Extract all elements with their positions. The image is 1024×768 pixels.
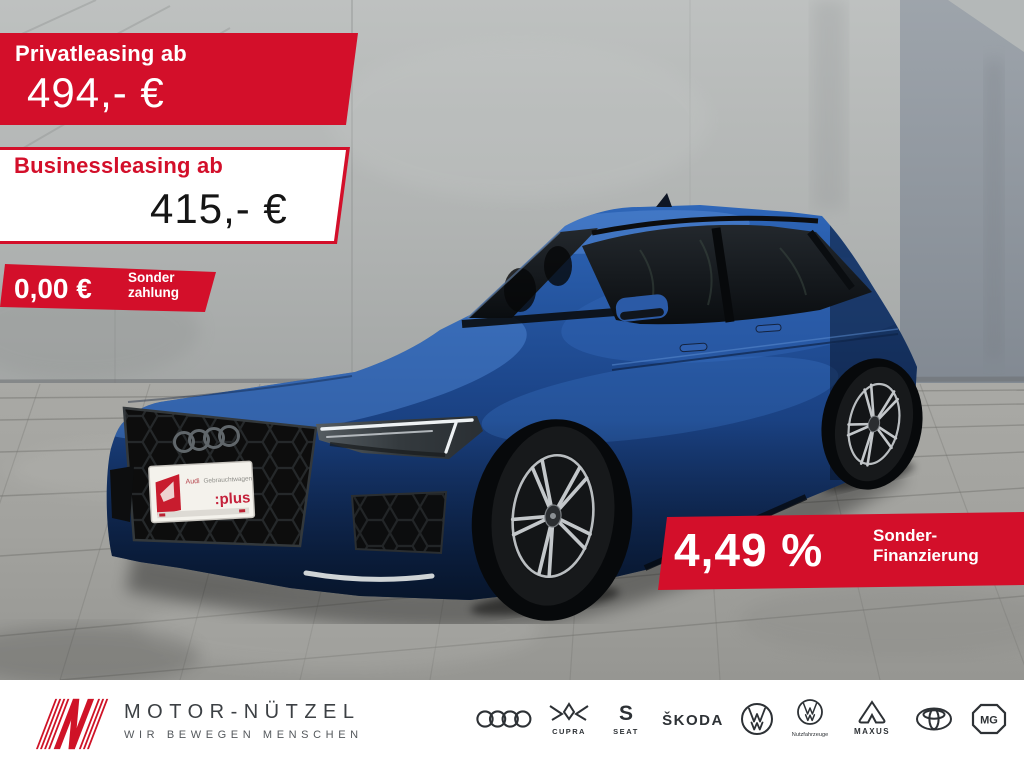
dealer-name: MOTOR-NÜTZEL	[124, 701, 361, 723]
motor-nuetzel-logo: MOTOR-NÜTZEL WIR BEWEGEN MENSCHEN	[36, 691, 363, 757]
plate-used-text: Gebrauchtwagen	[203, 475, 252, 485]
brand-label-mg: MG	[980, 715, 998, 727]
brand-logo-vw-nutzfahrzeuge-icon: Nutzfahrzeuge	[792, 699, 828, 738]
sonderzahlung-line2: zahlung	[128, 285, 179, 300]
finanzierung-label: Sonder- Finanzierung	[873, 526, 979, 566]
brand-logo-audi-icon	[476, 710, 532, 728]
brand-label-nutzfahrzeuge: Nutzfahrzeuge	[792, 732, 828, 738]
finanzierung-banner-bg	[658, 512, 1024, 590]
brand-logo-cupra-icon: CUPRA	[549, 702, 589, 736]
seat-s-glyph: S	[619, 702, 633, 725]
b-pillar	[711, 227, 735, 323]
finanzierung-rate: 4,49 %	[674, 524, 824, 576]
brand-label-maxus: MAXUS	[854, 727, 890, 736]
privatleasing-banner: Privatleasing ab 494,- €	[0, 33, 360, 125]
dealer-footer: MOTOR-NÜTZEL WIR BEWEGEN MENSCHEN CUPRA …	[0, 680, 1024, 768]
d-pillar	[807, 229, 855, 291]
side-mirror	[615, 294, 669, 322]
sonderzahlung-banner-bg	[0, 264, 216, 312]
brand-logo-toyota-icon	[916, 707, 952, 731]
rear-wheel	[834, 366, 914, 482]
privatleasing-banner-bg	[0, 33, 358, 125]
headlight	[316, 416, 483, 459]
front-door-handle	[679, 342, 708, 353]
brand-logo-vw-icon	[741, 703, 773, 735]
audi-rings-icon	[173, 425, 240, 453]
front-wheel	[491, 426, 615, 606]
svg-text:Audi Gebrauchtwagen: Audi Gebrauchtwagen	[185, 475, 252, 486]
roof-rail	[591, 215, 819, 236]
sonderzahlung-amount: 0,00 €	[14, 273, 92, 304]
brand-logo-maxus-icon: MAXUS	[854, 700, 890, 736]
businessleasing-price: 415,- €	[150, 185, 288, 232]
finanzierung-banner: 4,49 % Sonder- Finanzierung	[650, 510, 1024, 592]
finanzierung-line2: Finanzierung	[873, 546, 979, 565]
privatleasing-price: 494,- €	[27, 69, 165, 116]
businessleasing-label: Businessleasing ab	[14, 153, 224, 178]
windshield	[461, 228, 617, 328]
dealer-tagline: WIR BEWEGEN MENSCHEN	[124, 729, 363, 741]
sonderzahlung-line1: Sonder	[128, 270, 175, 285]
sonderzahlung-banner: 0,00 € Sonder zahlung	[0, 263, 220, 313]
rear-door-handle	[755, 323, 782, 333]
businessleasing-banner-bg	[0, 150, 346, 241]
license-plate: Audi Gebrauchtwagen :plus	[148, 460, 256, 524]
antenna-fin	[656, 193, 672, 207]
brand-label-cupra: CUPRA	[552, 727, 586, 736]
brand-label-seat: SEAT	[613, 727, 639, 736]
privatleasing-label: Privatleasing ab	[15, 41, 187, 66]
brand-logo-skoda-icon: ŠKODA	[662, 711, 724, 729]
brand-logo-mg-icon: MG	[971, 703, 1007, 735]
plate-plus-text: :plus	[214, 489, 251, 508]
front-splitter-trim	[303, 570, 435, 582]
bumper-intake	[110, 466, 448, 555]
brand-label-skoda: ŠKODA	[662, 711, 724, 729]
plate-brand-text: Audi	[185, 478, 200, 486]
businessleasing-banner: Businessleasing ab 415,- €	[0, 147, 352, 244]
finanzierung-line1: Sonder-	[873, 526, 938, 545]
brand-logo-seat-icon: S SEAT	[613, 702, 639, 736]
showroom-photo: Audi Gebrauchtwagen :plus	[0, 0, 1024, 680]
brand-logo-row: CUPRA S SEAT ŠKODA	[476, 699, 1008, 739]
sonderzahlung-label: Sonder zahlung	[128, 270, 179, 300]
motor-nuetzel-n-icon	[36, 698, 109, 750]
